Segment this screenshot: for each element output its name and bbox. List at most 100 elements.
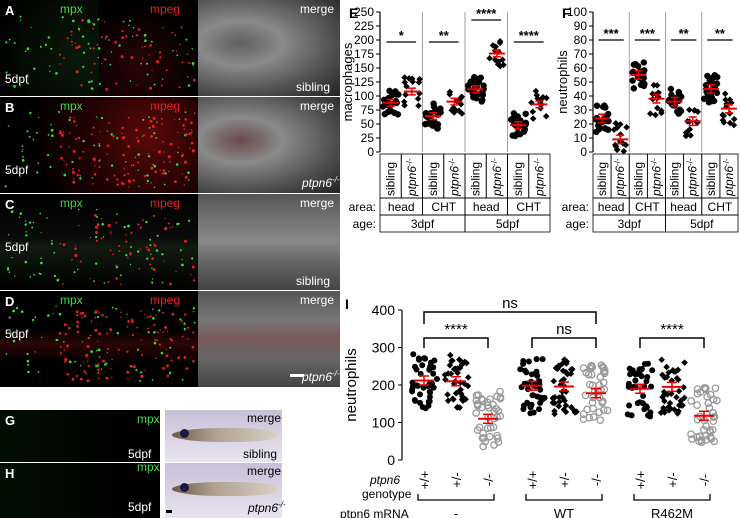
neutrophil-dot: [148, 116, 150, 118]
y-tick-label: 200: [372, 377, 396, 393]
macrophage-dot: [121, 126, 125, 130]
macrophage-dot: [63, 349, 66, 351]
data-point: [417, 391, 423, 398]
macrophage-dot: [89, 278, 91, 280]
macrophage-dot: [146, 316, 149, 319]
macrophage-dot: [94, 310, 98, 313]
data-point: [520, 406, 527, 412]
neutrophil-dot: [51, 134, 54, 137]
macrophage-dot: [107, 223, 111, 227]
macrophage-dot: [76, 320, 79, 324]
macrophage-dot: [61, 283, 64, 285]
neutrophil-dot: [138, 185, 140, 187]
data-point: [493, 413, 501, 421]
neutrophil-dot: [8, 234, 10, 236]
neutrophil-dot: [179, 318, 182, 321]
data-point: [520, 358, 527, 364]
macrophage-dot: [100, 218, 103, 220]
data-point: [465, 374, 472, 381]
data-point: [464, 382, 472, 390]
data-point: [596, 373, 605, 381]
data-point: [493, 434, 502, 443]
neutrophil-dot: [95, 236, 98, 239]
macrophage-dot: [106, 178, 109, 181]
data-point: [486, 432, 494, 441]
neutrophil-dot: [53, 251, 56, 254]
y-tick-label: 400: [372, 302, 396, 318]
neutrophil-dot: [132, 27, 135, 29]
neutrophil-dot: [85, 373, 87, 375]
macrophage-dot: [71, 170, 75, 174]
macrophage-dot: [140, 374, 144, 378]
neutrophil-dot: [110, 133, 113, 136]
neutrophil-dot: [151, 281, 154, 284]
data-point: [589, 413, 598, 421]
data-point: [600, 366, 609, 375]
macrophage-dot: [125, 240, 128, 243]
macrophage-dot: [110, 367, 112, 370]
macrophage-dot: [71, 44, 73, 46]
genotype-label-mutant: ptpn6-/-: [302, 369, 340, 384]
neutrophil-dot: [194, 112, 196, 114]
data-point: [514, 129, 521, 137]
neutrophil-dot: [53, 274, 57, 278]
macrophage-dot: [130, 56, 134, 59]
data-point: [479, 96, 486, 104]
neutrophil-dot: [55, 72, 58, 75]
y-tick-label: 100: [567, 5, 587, 19]
neutrophil-dot: [29, 276, 32, 278]
panel-G-mpx: [0, 410, 160, 462]
neutrophil-dot: [151, 267, 153, 269]
neutrophil-dot: [111, 306, 114, 309]
neutrophil-dot: [185, 38, 188, 41]
genotype-tick-label: +/+: [525, 471, 540, 490]
macrophage-dot: [94, 165, 96, 167]
data-point: [613, 146, 621, 154]
macrophage-dot: [59, 63, 62, 65]
data-point: [473, 426, 482, 434]
macrophage-dot: [184, 239, 187, 243]
macrophage-dot: [100, 237, 103, 240]
macrophage-dot: [191, 265, 195, 269]
macrophage-dot: [82, 361, 85, 363]
macrophage-dot: [59, 352, 63, 355]
neutrophil-dot: [90, 350, 93, 353]
genotype-label: genotype: [362, 487, 412, 501]
neutrophil-dot: [74, 360, 77, 363]
data-point: [693, 401, 701, 410]
genotype-tick-label: +/-: [557, 472, 572, 488]
macrophage-dot: [169, 142, 173, 146]
macrophage-dot: [151, 257, 154, 260]
neutrophil-dot: [28, 221, 32, 224]
stage-label: 5dpf: [5, 327, 29, 341]
macrophage-dot: [136, 139, 140, 143]
neutrophil-dot: [12, 339, 16, 343]
macrophage-dot: [88, 365, 91, 368]
neutrophil-dot: [25, 234, 28, 237]
neutrophil-dot: [90, 320, 93, 323]
neutrophil-dot: [15, 307, 19, 310]
neutrophil-dot: [191, 48, 194, 50]
macrophage-dot: [59, 131, 62, 135]
neutrophil-dot: [161, 253, 164, 256]
neutrophil-dot: [39, 273, 42, 275]
macrophage-dot: [127, 257, 129, 259]
macrophage-dot: [132, 163, 135, 167]
stage-label: 5dpf: [128, 500, 152, 514]
neutrophil-dot: [100, 368, 103, 370]
neutrophil-dot: [161, 281, 164, 284]
neutrophil-dot: [90, 334, 92, 336]
neutrophil-dot: [18, 216, 21, 218]
neutrophil-dot: [98, 356, 101, 358]
neutrophil-dot: [40, 261, 43, 265]
data-point: [626, 365, 633, 372]
data-point: [500, 61, 507, 69]
y-tick-label: 0: [367, 145, 374, 159]
macrophage-dot: [156, 331, 159, 334]
data-point: [539, 94, 547, 101]
macrophage-dot: [192, 279, 195, 282]
y-tick-label: 80: [574, 33, 588, 47]
macrophage-dot: [81, 317, 83, 319]
data-point: [524, 399, 531, 406]
